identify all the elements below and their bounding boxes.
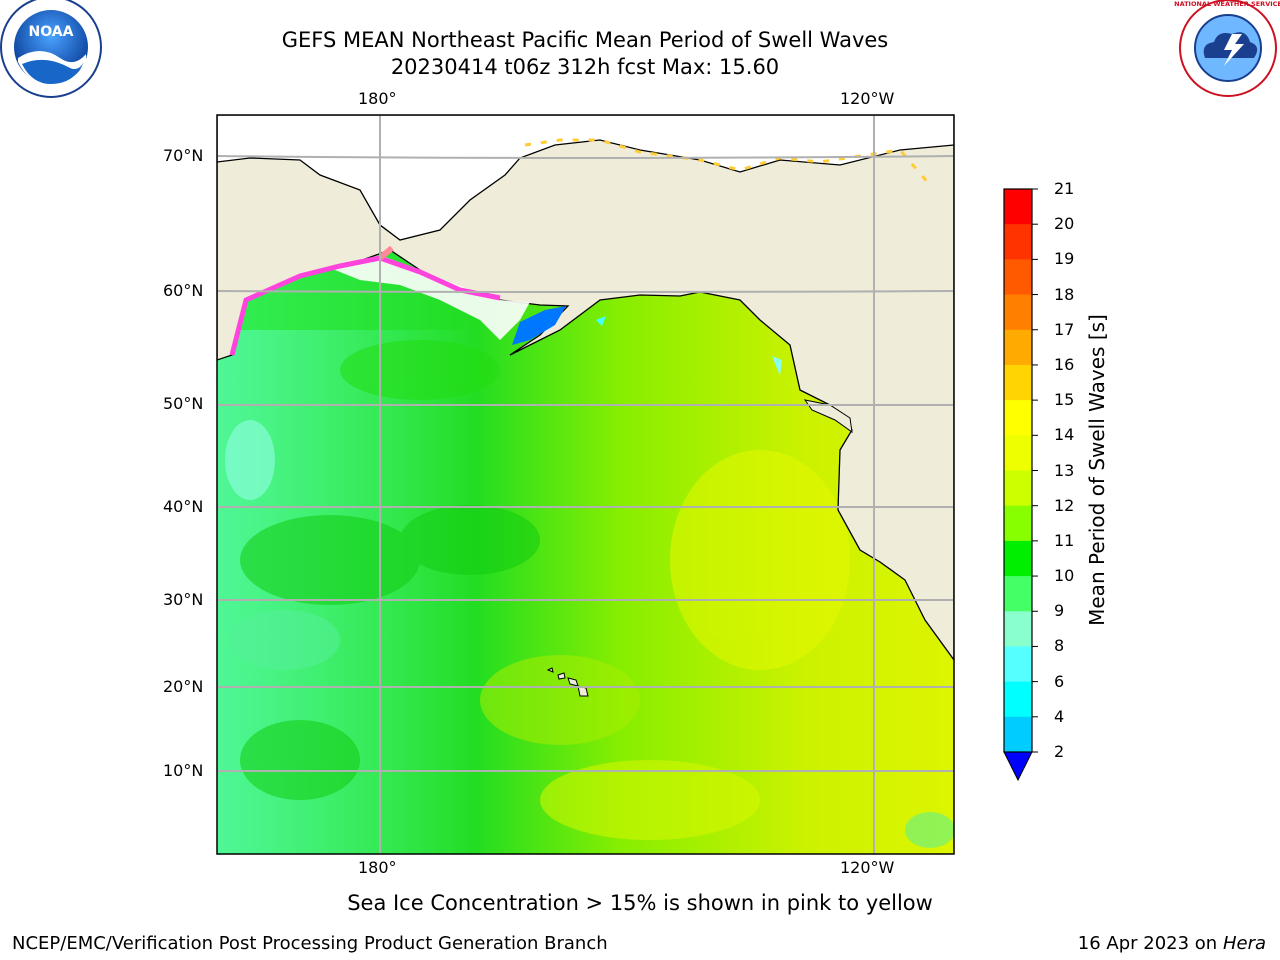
- colorbar-segment: [1004, 224, 1032, 260]
- colorbar-tick-label: 16: [1054, 354, 1075, 374]
- lon-label-top-120w: 120°W: [840, 89, 895, 108]
- lat-label-60n: 60°N: [163, 281, 204, 300]
- colorbar-tick-label: 21: [1054, 179, 1075, 198]
- colorbar-label: Mean Period of Swell Waves [s]: [1085, 314, 1109, 626]
- colorbar-tick-label: 10: [1054, 566, 1075, 586]
- lat-label-70n: 70°N: [163, 146, 204, 165]
- lat-label-20n: 20°N: [163, 677, 204, 696]
- colorbar-tick-label: 15: [1054, 390, 1075, 410]
- colorbar-segment: [1004, 364, 1032, 401]
- colorbar-segment: [1004, 470, 1032, 507]
- credit-text: NCEP/EMC/Verification Post Processing Pr…: [12, 933, 608, 954]
- nws-logo-icon: NATIONAL WEATHER SERVICE: [1174, 0, 1280, 97]
- colorbar-tick-label: 11: [1054, 530, 1075, 550]
- map-frame: [216, 114, 955, 855]
- sea-ice-edge: [229, 255, 501, 356]
- date-text: 16 Apr 2023 on: [1077, 933, 1218, 954]
- colorbar-tick-label: 13: [1054, 460, 1075, 480]
- colorbar-tick-label: 18: [1054, 284, 1075, 304]
- colorbar-segment: [1004, 681, 1032, 718]
- lat-label-40n: 40°N: [163, 497, 204, 516]
- colorbar-tick-label: 14: [1054, 425, 1075, 445]
- machine-text: Hera: [1222, 933, 1266, 954]
- hawaii-islands: [546, 667, 589, 697]
- colorbar-segment: [1004, 400, 1032, 436]
- colorbar-segment: [1004, 505, 1032, 542]
- map-title: GEFS MEAN Northeast Pacific Mean Period …: [281, 28, 889, 52]
- colorbar-segment: [1004, 576, 1032, 612]
- colorbar-segment: [1004, 189, 1032, 225]
- colorbar-segment: [1004, 540, 1032, 577]
- lat-label-30n: 30°N: [163, 590, 204, 609]
- date-stamp: 16 Apr 2023 on Hera: [1078, 933, 1266, 954]
- colorbar-segment: [1004, 329, 1032, 366]
- colorbar-segment: [1004, 646, 1032, 683]
- colorbar-segment: [1004, 435, 1032, 471]
- short-period-inlet: [512, 306, 566, 345]
- sea-ice-note: Sea Ice Concentration > 15% is shown in …: [0, 891, 1280, 915]
- nws-logo-text: NATIONAL WEATHER SERVICE: [1174, 0, 1280, 8]
- colorbar-segment: [1004, 294, 1032, 331]
- lat-label-10n: 10°N: [163, 761, 204, 780]
- noaa-logo-text: NOAA: [29, 24, 74, 40]
- noaa-logo-icon: NOAA: [0, 0, 102, 98]
- lon-label-bottom-180: 180°: [358, 858, 397, 877]
- colorbar-tick-label: 17: [1054, 319, 1075, 339]
- colorbar-tick-label: 19: [1054, 249, 1075, 269]
- map-subtitle: 20230414 t06z 312h fcst Max: 15.60: [390, 55, 780, 79]
- colorbar-tick-label: 4: [1054, 706, 1065, 726]
- colorbar-tick-label: 12: [1054, 495, 1075, 515]
- colorbar-segment: [1004, 716, 1032, 753]
- colorbar-tick-label: 6: [1054, 671, 1065, 691]
- colorbar-tick-label: 9: [1054, 601, 1065, 621]
- lon-label-top-180: 180°: [358, 89, 397, 108]
- colorbar-tick-label: 8: [1054, 636, 1065, 656]
- colorbar-tick-label: 2: [1054, 742, 1065, 761]
- colorbar-segment: [1004, 611, 1032, 647]
- colorbar-tick-label: 20: [1054, 214, 1075, 234]
- map-area: [217, 115, 954, 854]
- colorbar-segment: [1004, 259, 1032, 296]
- colorbar-extension: [1003, 751, 1033, 782]
- graticule: [217, 115, 954, 854]
- lat-label-50n: 50°N: [163, 394, 204, 413]
- lon-label-bottom-120w: 120°W: [840, 858, 895, 877]
- sea-ice-note-text: Sea Ice Concentration > 15% is shown in …: [347, 891, 933, 915]
- colorbar: [1003, 188, 1038, 782]
